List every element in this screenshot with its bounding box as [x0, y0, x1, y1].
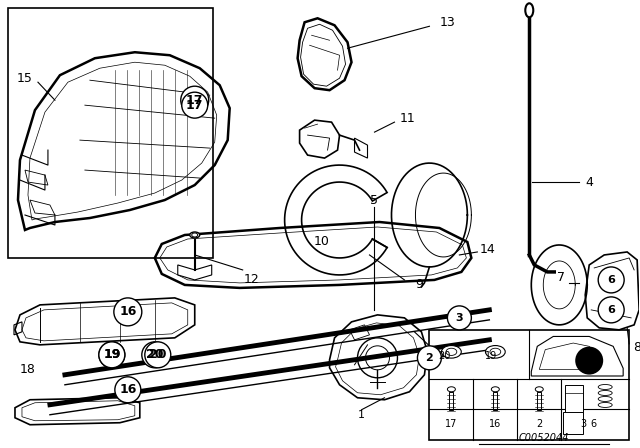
Circle shape	[115, 377, 141, 403]
Text: 10: 10	[314, 236, 330, 249]
Circle shape	[598, 297, 624, 323]
Circle shape	[575, 347, 603, 375]
Circle shape	[447, 306, 472, 330]
Text: 6: 6	[607, 305, 615, 315]
Bar	[537, 392, 541, 410]
Text: 7: 7	[557, 271, 565, 284]
Ellipse shape	[447, 387, 456, 392]
Text: 19: 19	[485, 351, 497, 361]
Ellipse shape	[535, 387, 543, 392]
Circle shape	[180, 86, 209, 114]
Ellipse shape	[486, 345, 505, 358]
Circle shape	[142, 342, 168, 368]
Bar	[449, 392, 453, 410]
Text: 2: 2	[536, 419, 542, 429]
Circle shape	[145, 342, 171, 368]
Text: 17: 17	[445, 419, 458, 429]
Text: 6: 6	[590, 419, 596, 429]
Text: 18: 18	[20, 363, 36, 376]
Bar	[493, 392, 497, 410]
Text: 17: 17	[186, 99, 204, 112]
Circle shape	[417, 346, 442, 370]
Text: 17: 17	[186, 94, 204, 107]
Text: 20: 20	[149, 349, 166, 362]
Ellipse shape	[189, 232, 200, 238]
Text: 4: 4	[585, 176, 593, 189]
Text: 16: 16	[119, 383, 136, 396]
Text: 16: 16	[489, 419, 502, 429]
Text: 6: 6	[607, 275, 615, 285]
Circle shape	[99, 342, 125, 368]
Circle shape	[114, 298, 142, 326]
Text: 12: 12	[244, 273, 260, 286]
Text: 2: 2	[426, 353, 433, 363]
Ellipse shape	[525, 3, 533, 17]
Text: 11: 11	[399, 112, 415, 125]
Text: 3: 3	[580, 419, 586, 429]
Text: 8: 8	[633, 341, 640, 354]
Circle shape	[99, 342, 125, 368]
Bar	[8, 9, 212, 258]
Ellipse shape	[492, 387, 499, 392]
Ellipse shape	[442, 345, 461, 358]
Text: 20: 20	[438, 351, 451, 361]
Text: 13: 13	[440, 16, 455, 29]
Bar	[565, 385, 583, 413]
Text: 14: 14	[479, 243, 495, 256]
Text: 1: 1	[358, 410, 365, 420]
Text: 19: 19	[103, 349, 120, 362]
Text: 16: 16	[119, 306, 136, 319]
Text: 9: 9	[415, 278, 424, 291]
Text: 19: 19	[103, 349, 120, 362]
Text: C0052044: C0052044	[519, 433, 570, 443]
Circle shape	[182, 92, 208, 118]
Bar	[563, 412, 583, 434]
Bar	[429, 330, 629, 439]
Text: 5: 5	[371, 194, 378, 207]
Text: 15: 15	[17, 72, 33, 85]
Text: 3: 3	[456, 313, 463, 323]
Circle shape	[598, 267, 624, 293]
Text: 20: 20	[146, 349, 164, 362]
